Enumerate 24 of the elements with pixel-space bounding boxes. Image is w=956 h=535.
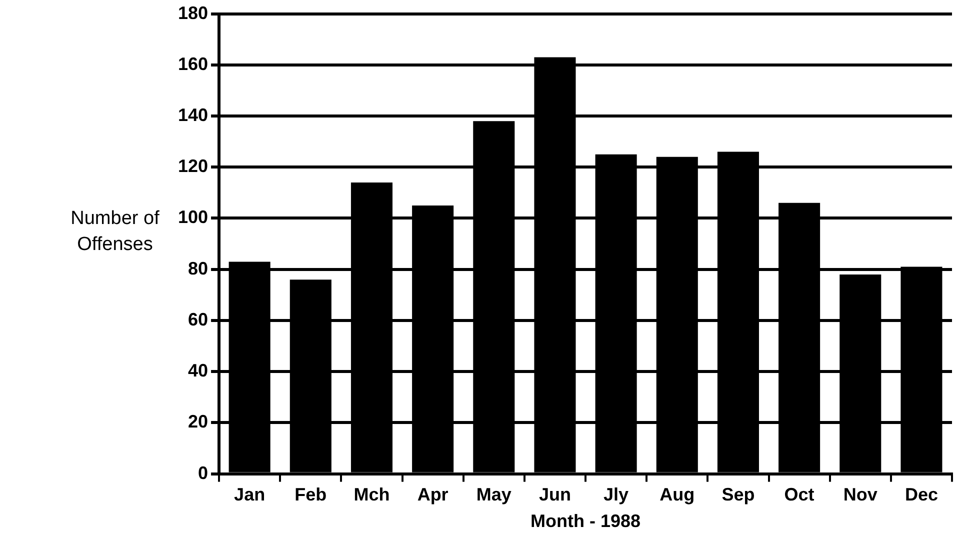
x-tick-label: Sep	[722, 484, 755, 505]
x-tick-label: Aug	[660, 484, 695, 505]
x-tick-label: Mch	[354, 484, 390, 505]
y-tick-label: 140	[178, 104, 208, 125]
x-tick-label: Feb	[294, 484, 327, 505]
x-tick-label: Nov	[843, 484, 878, 505]
x-tick-label: Oct	[784, 484, 814, 505]
y-axis-title: Number of Offenses	[70, 207, 160, 257]
x-tick-label: Dec	[904, 484, 938, 505]
y-tick-label: 160	[178, 54, 208, 74]
x-tick-label: May	[476, 484, 512, 505]
x-axis-title: Month - 1988	[530, 511, 641, 532]
x-tick-label: Jan	[234, 484, 266, 505]
y-tick-label: 180	[178, 2, 208, 23]
y-tick-label: 40	[188, 360, 208, 381]
x-tick-label: Apr	[417, 484, 448, 505]
x-tick-label: Jly	[604, 484, 629, 505]
y-tick-label: 60	[188, 309, 208, 330]
y-tick-label: 20	[188, 412, 208, 432]
y-tick-label: 80	[188, 258, 208, 278]
y-tick-label: 0	[198, 462, 208, 483]
y-tick-label: 120	[178, 156, 208, 176]
y-tick-label: 100	[178, 207, 208, 228]
x-tick-label: Jun	[538, 484, 571, 505]
